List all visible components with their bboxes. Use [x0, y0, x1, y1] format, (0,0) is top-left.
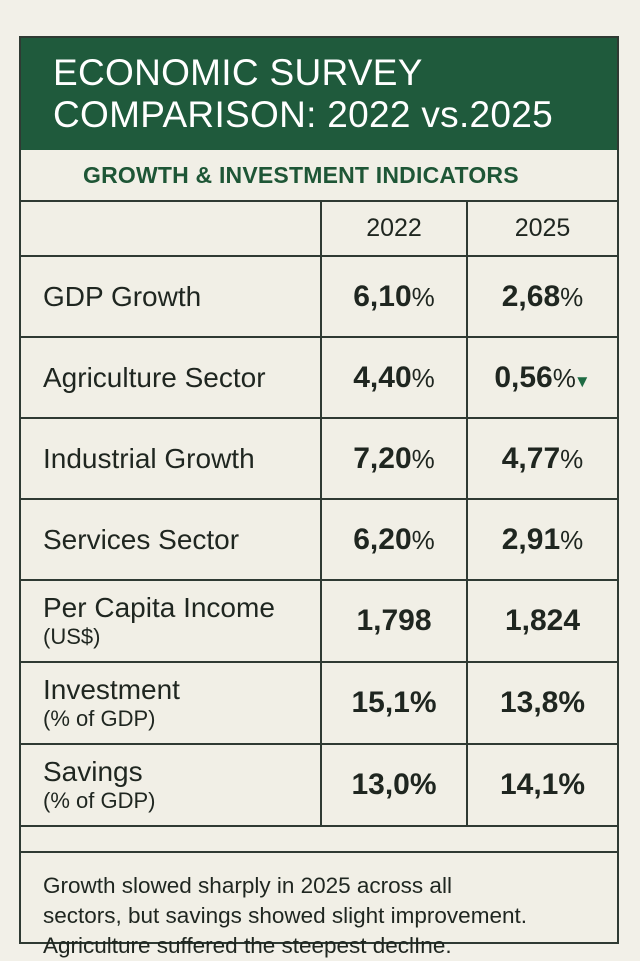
title-line-1: ECONOMIC SURVEY: [53, 52, 423, 93]
table-row: Investment (% of GDP) 15,1% 13,8%: [21, 661, 617, 745]
row-label-unit: (% of GDP): [43, 706, 156, 731]
value-unit: %: [560, 524, 584, 555]
value-2022: 1,798: [320, 579, 468, 663]
value-number: 7,20: [353, 441, 412, 475]
value-2025: 14,1%: [466, 743, 617, 827]
column-header-2025: 2025: [466, 202, 617, 257]
value-number: 13,0%: [351, 768, 437, 801]
row-label-unit: (US$): [43, 624, 101, 649]
summary-line: Agriculture suffered the steepest declIn…: [43, 933, 452, 958]
row-label: Savings (% of GDP): [21, 743, 322, 827]
value-number: 0,56: [494, 360, 553, 394]
table-header-row: 2022 2025: [21, 202, 617, 257]
value-unit: %: [560, 281, 584, 312]
value-number: 4,77: [501, 441, 561, 475]
value-2022: 13,0%: [320, 743, 468, 827]
down-arrow-icon: ▼: [573, 371, 591, 391]
table-row: Industrial Growth 7,20% 4,77%: [21, 417, 617, 500]
summary-line: sectors, but savings showed slight impro…: [43, 903, 527, 928]
row-label-text: Agriculture Sector: [43, 361, 266, 393]
value-number: 13,8%: [499, 686, 586, 719]
value-number: 1,824: [504, 604, 581, 637]
value-unit: %: [411, 362, 435, 393]
value-2025: 4,77%: [466, 417, 617, 500]
value-2022: 6,10%: [320, 255, 468, 338]
row-label-unit: (% of GDP): [43, 788, 156, 813]
value-number: 15,1%: [351, 686, 437, 719]
value-number: 6,10: [353, 279, 412, 313]
indicator-table: 2022 2025 GDP Growth 6,10% 2,68% Agricul…: [21, 202, 617, 827]
value-number: 14,1%: [499, 768, 586, 801]
value-2025: 0,56%▼: [466, 336, 617, 419]
title-line-2: COMPARISON: 2022 vs.2025: [53, 94, 554, 135]
row-label: Services Sector: [21, 498, 322, 581]
table-row: GDP Growth 6,10% 2,68%: [21, 255, 617, 338]
value-2025: 2,91%: [466, 498, 617, 581]
value-unit: %: [411, 524, 435, 555]
value-number: 6,20: [353, 522, 412, 556]
value-unit: %: [411, 443, 435, 474]
table-row: Savings (% of GDP) 13,0% 14,1%: [21, 743, 617, 827]
summary-note: Growth slowed sharply in 2025 across all…: [21, 851, 617, 961]
value-number: 2,91: [501, 522, 561, 556]
value-2025: 1,824: [466, 579, 617, 663]
row-label: Industrial Growth: [21, 417, 322, 500]
row-label-text: Per Capita Income: [43, 592, 275, 623]
value-number: 2,68: [501, 279, 561, 313]
value-2025: 2,68%: [466, 255, 617, 338]
section-subtitle: GROWTH & INVESTMENT INDICATORS: [21, 150, 617, 202]
row-label-text: Services Sector: [43, 523, 240, 555]
value-2025: 13,8%: [466, 661, 617, 745]
value-number: 4,40: [353, 360, 412, 394]
column-header-2022: 2022: [320, 202, 468, 257]
row-label: Investment (% of GDP): [21, 661, 322, 745]
value-unit: %: [552, 362, 576, 393]
row-label: Per Capita Income (US$): [21, 579, 322, 663]
table-row: Agriculture Sector 4,40% 0,56%▼: [21, 336, 617, 419]
value-2022: 4,40%: [320, 336, 468, 419]
row-label-text: Savings: [43, 756, 143, 787]
column-header-indicator: [21, 202, 322, 257]
value-number: 1,798: [356, 604, 432, 637]
row-label-text: Industrial Growth: [43, 442, 255, 474]
value-unit: %: [560, 443, 584, 474]
row-label-text: GDP Growth: [43, 280, 202, 312]
value-2022: 15,1%: [320, 661, 468, 745]
value-unit: %: [411, 281, 435, 312]
title-banner: ECONOMIC SURVEY COMPARISON: 2022 vs.2025: [21, 38, 617, 150]
value-2022: 7,20%: [320, 417, 468, 500]
summary-line: Growth slowed sharply in 2025 across all: [43, 873, 452, 898]
row-label-text: Investment: [43, 674, 180, 705]
survey-card: ECONOMIC SURVEY COMPARISON: 2022 vs.2025…: [19, 36, 619, 958]
value-2022: 6,20%: [320, 498, 468, 581]
table-row: Services Sector 6,20% 2,91%: [21, 498, 617, 581]
table-row: Per Capita Income (US$) 1,798 1,824: [21, 579, 617, 663]
row-label: GDP Growth: [21, 255, 322, 338]
row-label: Agriculture Sector: [21, 336, 322, 419]
